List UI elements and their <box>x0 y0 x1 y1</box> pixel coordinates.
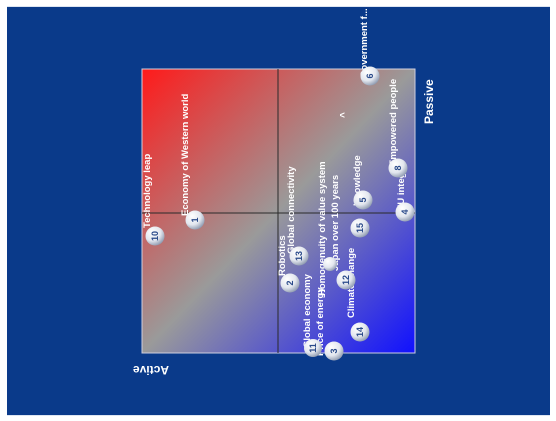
bubble-3: 3 <box>324 341 344 361</box>
item-label-13: Global connectivity <box>286 166 297 254</box>
bubble-13: 13 <box>289 246 309 266</box>
bubble-14-number: 14 <box>355 327 365 337</box>
slide-border-top <box>7 6 550 7</box>
item-label-10: Technology leap <box>142 154 153 228</box>
bubble-4-number: 4 <box>400 209 410 214</box>
bubble-1: 1 <box>185 210 205 230</box>
bubble-6: 6 <box>360 66 380 86</box>
item-label-4: EU integr... <box>396 161 407 211</box>
bubble-2: 2 <box>280 273 300 293</box>
item-label-11: Global economy <box>302 273 313 348</box>
bubble-3-number: 3 <box>329 348 339 353</box>
bubble-14: 14 <box>350 322 370 342</box>
item-label-8: Empowered people <box>388 79 399 166</box>
item-label-5: Knowledge <box>352 155 363 206</box>
bubble-5: 5 <box>353 190 373 210</box>
item-label-1: Economy of Western world <box>180 94 191 216</box>
bubble-8: 8 <box>388 158 408 178</box>
matrix-diagram: Active Passive ^ Economy of Western worl… <box>133 8 436 377</box>
item-label-homogenuity: Homogenuity of value system <box>317 161 328 296</box>
bubble-4: 4 <box>395 202 415 222</box>
stray-mark: ^ <box>339 112 350 118</box>
bubble-1-number: 1 <box>190 217 200 222</box>
bubble-15: 15 <box>350 218 370 238</box>
bubble-11: 11 <box>304 339 322 357</box>
bubble-6-number: 6 <box>365 73 375 78</box>
item-label-6: Government f... <box>359 8 370 78</box>
bubble-15-number: 15 <box>355 223 365 233</box>
bubble-2-number: 2 <box>285 280 295 285</box>
bubble-11-number: 11 <box>308 343 318 353</box>
bubble-12: 12 <box>336 270 356 290</box>
bubble-13-number: 13 <box>294 251 304 261</box>
item-label-15: Japan over 100 years <box>330 175 341 271</box>
item-label-3: Price of energy <box>315 287 326 356</box>
bubble-8-number: 8 <box>393 165 403 170</box>
item-label-2: Robotics <box>277 235 288 276</box>
bubble-10: 10 <box>145 226 165 246</box>
slide: Active Passive ^ Economy of Western worl… <box>7 6 550 416</box>
bubble-12-number: 12 <box>341 275 351 285</box>
bubble-5-number: 5 <box>358 197 368 202</box>
axis-label-passive: Passive <box>422 79 436 124</box>
bubble-10-number: 10 <box>150 231 160 241</box>
bubble-unnumbered <box>323 257 337 271</box>
axis-label-active: Active <box>133 363 169 377</box>
slide-border-bottom <box>7 415 550 416</box>
